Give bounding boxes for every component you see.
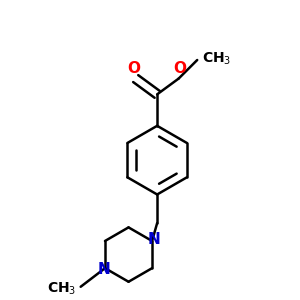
- Text: CH$_3$: CH$_3$: [47, 281, 76, 297]
- Text: O: O: [127, 61, 140, 76]
- Text: N: N: [97, 262, 110, 277]
- Text: CH$_3$: CH$_3$: [202, 50, 232, 67]
- Text: O: O: [173, 61, 187, 76]
- Text: N: N: [147, 232, 160, 247]
